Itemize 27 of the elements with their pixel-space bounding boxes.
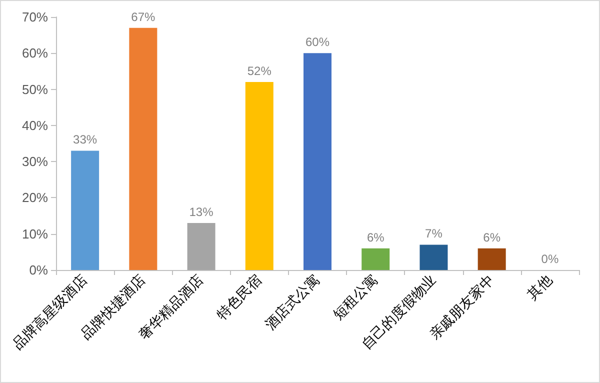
bar <box>245 82 274 270</box>
bar <box>304 53 332 270</box>
y-tick-label: 30% <box>22 154 48 170</box>
y-tick-label: 60% <box>22 46 48 61</box>
data-label: 13% <box>189 205 214 220</box>
bar <box>129 28 158 270</box>
y-tick-label: 40% <box>22 118 48 133</box>
bar <box>420 244 448 270</box>
x-tick-label: 其他 <box>524 272 556 304</box>
y-tick-label: 20% <box>22 190 48 206</box>
data-label: 6% <box>483 230 501 244</box>
bar <box>478 248 506 270</box>
data-label: 0% <box>541 252 559 266</box>
data-label: 7% <box>425 226 443 241</box>
bar <box>187 223 216 270</box>
bar <box>71 150 100 270</box>
data-label: 60% <box>305 35 330 50</box>
data-label: 33% <box>73 132 98 147</box>
bar <box>362 248 390 270</box>
y-tick-label: 50% <box>22 82 48 97</box>
data-label: 6% <box>366 230 385 244</box>
data-label: 67% <box>131 10 156 24</box>
data-label: 52% <box>247 64 272 78</box>
y-tick-label: 10% <box>22 226 48 242</box>
y-tick-label: 70% <box>22 10 48 24</box>
x-tick-label: 短租公寓 <box>330 272 382 324</box>
y-tick-label: 0% <box>29 262 48 278</box>
